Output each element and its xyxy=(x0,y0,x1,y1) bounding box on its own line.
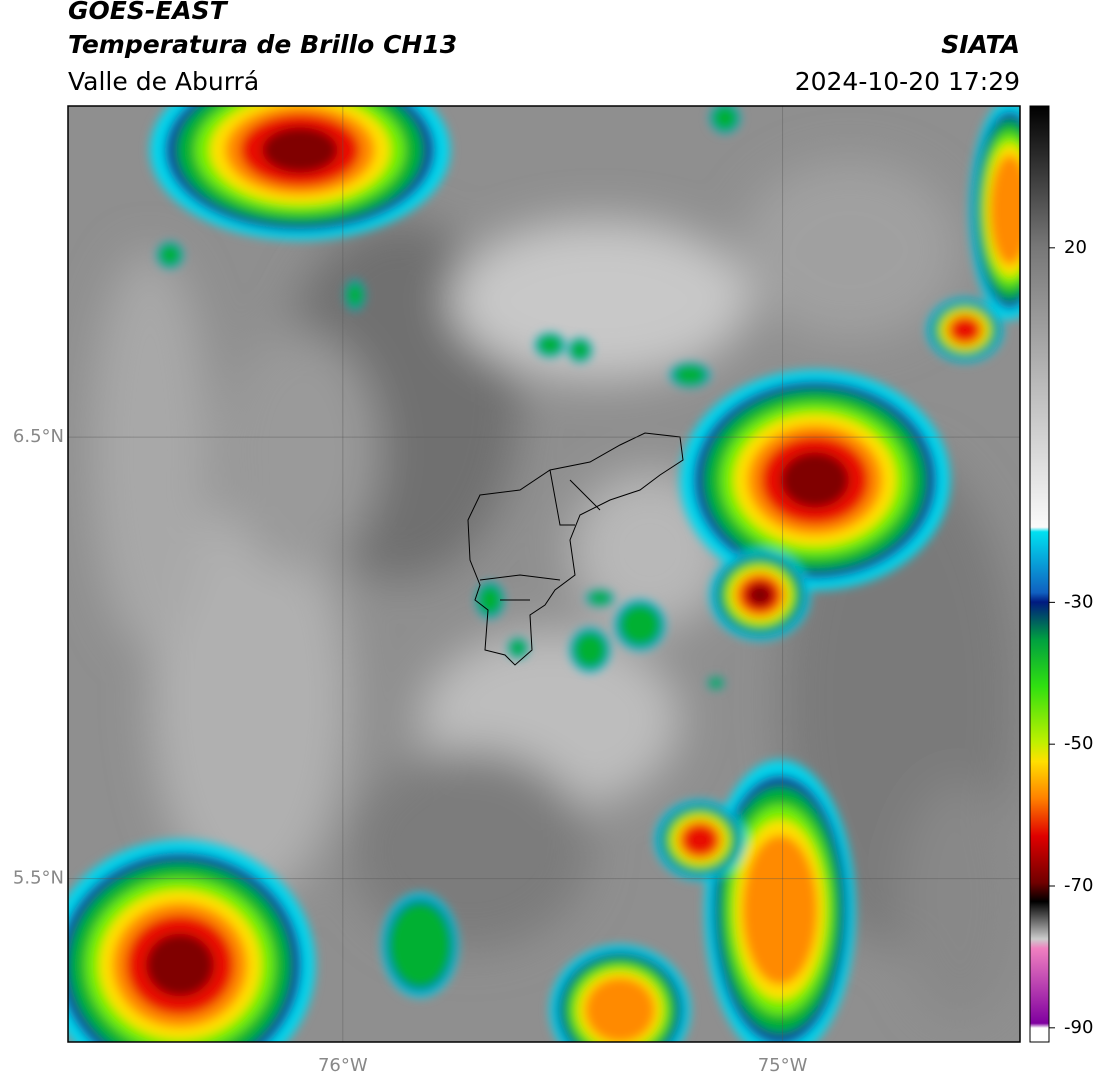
cloud xyxy=(709,678,723,688)
cloud xyxy=(509,639,527,657)
map-frame xyxy=(67,105,1021,1043)
cloud xyxy=(346,282,364,308)
source: SIATA xyxy=(941,30,1020,59)
texture xyxy=(350,750,590,950)
subtitle: Temperatura de Brillo CH13 xyxy=(68,30,457,59)
cloud xyxy=(588,591,612,605)
colorbar-tick-label: -70 xyxy=(1064,875,1093,896)
texture xyxy=(900,780,1020,1020)
cloud xyxy=(673,365,707,385)
x-tick-label: 75°W xyxy=(758,1055,808,1076)
cloud xyxy=(742,835,818,985)
cloud xyxy=(585,977,655,1042)
cloud xyxy=(619,604,661,646)
y-tick-label: 5.5°N xyxy=(13,868,64,889)
texture xyxy=(220,330,380,570)
cloud xyxy=(570,340,590,360)
map-image xyxy=(68,106,1020,1042)
cloud xyxy=(712,106,738,131)
colorbar-tick-label: -50 xyxy=(1064,733,1093,754)
texture xyxy=(150,500,350,900)
valley-outline xyxy=(467,432,684,666)
cloud xyxy=(146,933,214,997)
cloud xyxy=(990,155,1020,265)
cloud xyxy=(682,824,718,856)
colorbar-tick-label: -90 xyxy=(1064,1017,1093,1038)
x-tick-label: 76°W xyxy=(318,1055,368,1076)
cloud xyxy=(747,583,773,607)
cloud xyxy=(388,902,452,988)
title: GOES-EAST xyxy=(68,0,229,25)
cloud xyxy=(573,631,607,669)
cloud xyxy=(949,317,981,343)
region: Valle de Aburrá xyxy=(68,67,259,96)
cloud xyxy=(781,452,849,508)
timestamp: 2024-10-20 17:29 xyxy=(795,67,1020,96)
texture xyxy=(450,220,750,380)
cloud xyxy=(537,335,563,355)
cloud xyxy=(478,585,502,615)
cloud xyxy=(262,127,338,173)
y-tick-label: 6.5°N xyxy=(13,426,64,447)
texture xyxy=(740,160,960,340)
cloud xyxy=(159,244,181,266)
texture xyxy=(90,250,210,650)
colorbar-tick-label: 20 xyxy=(1064,237,1087,258)
colorbar-tick-label: -30 xyxy=(1064,591,1093,612)
colorbar xyxy=(1029,105,1050,1043)
